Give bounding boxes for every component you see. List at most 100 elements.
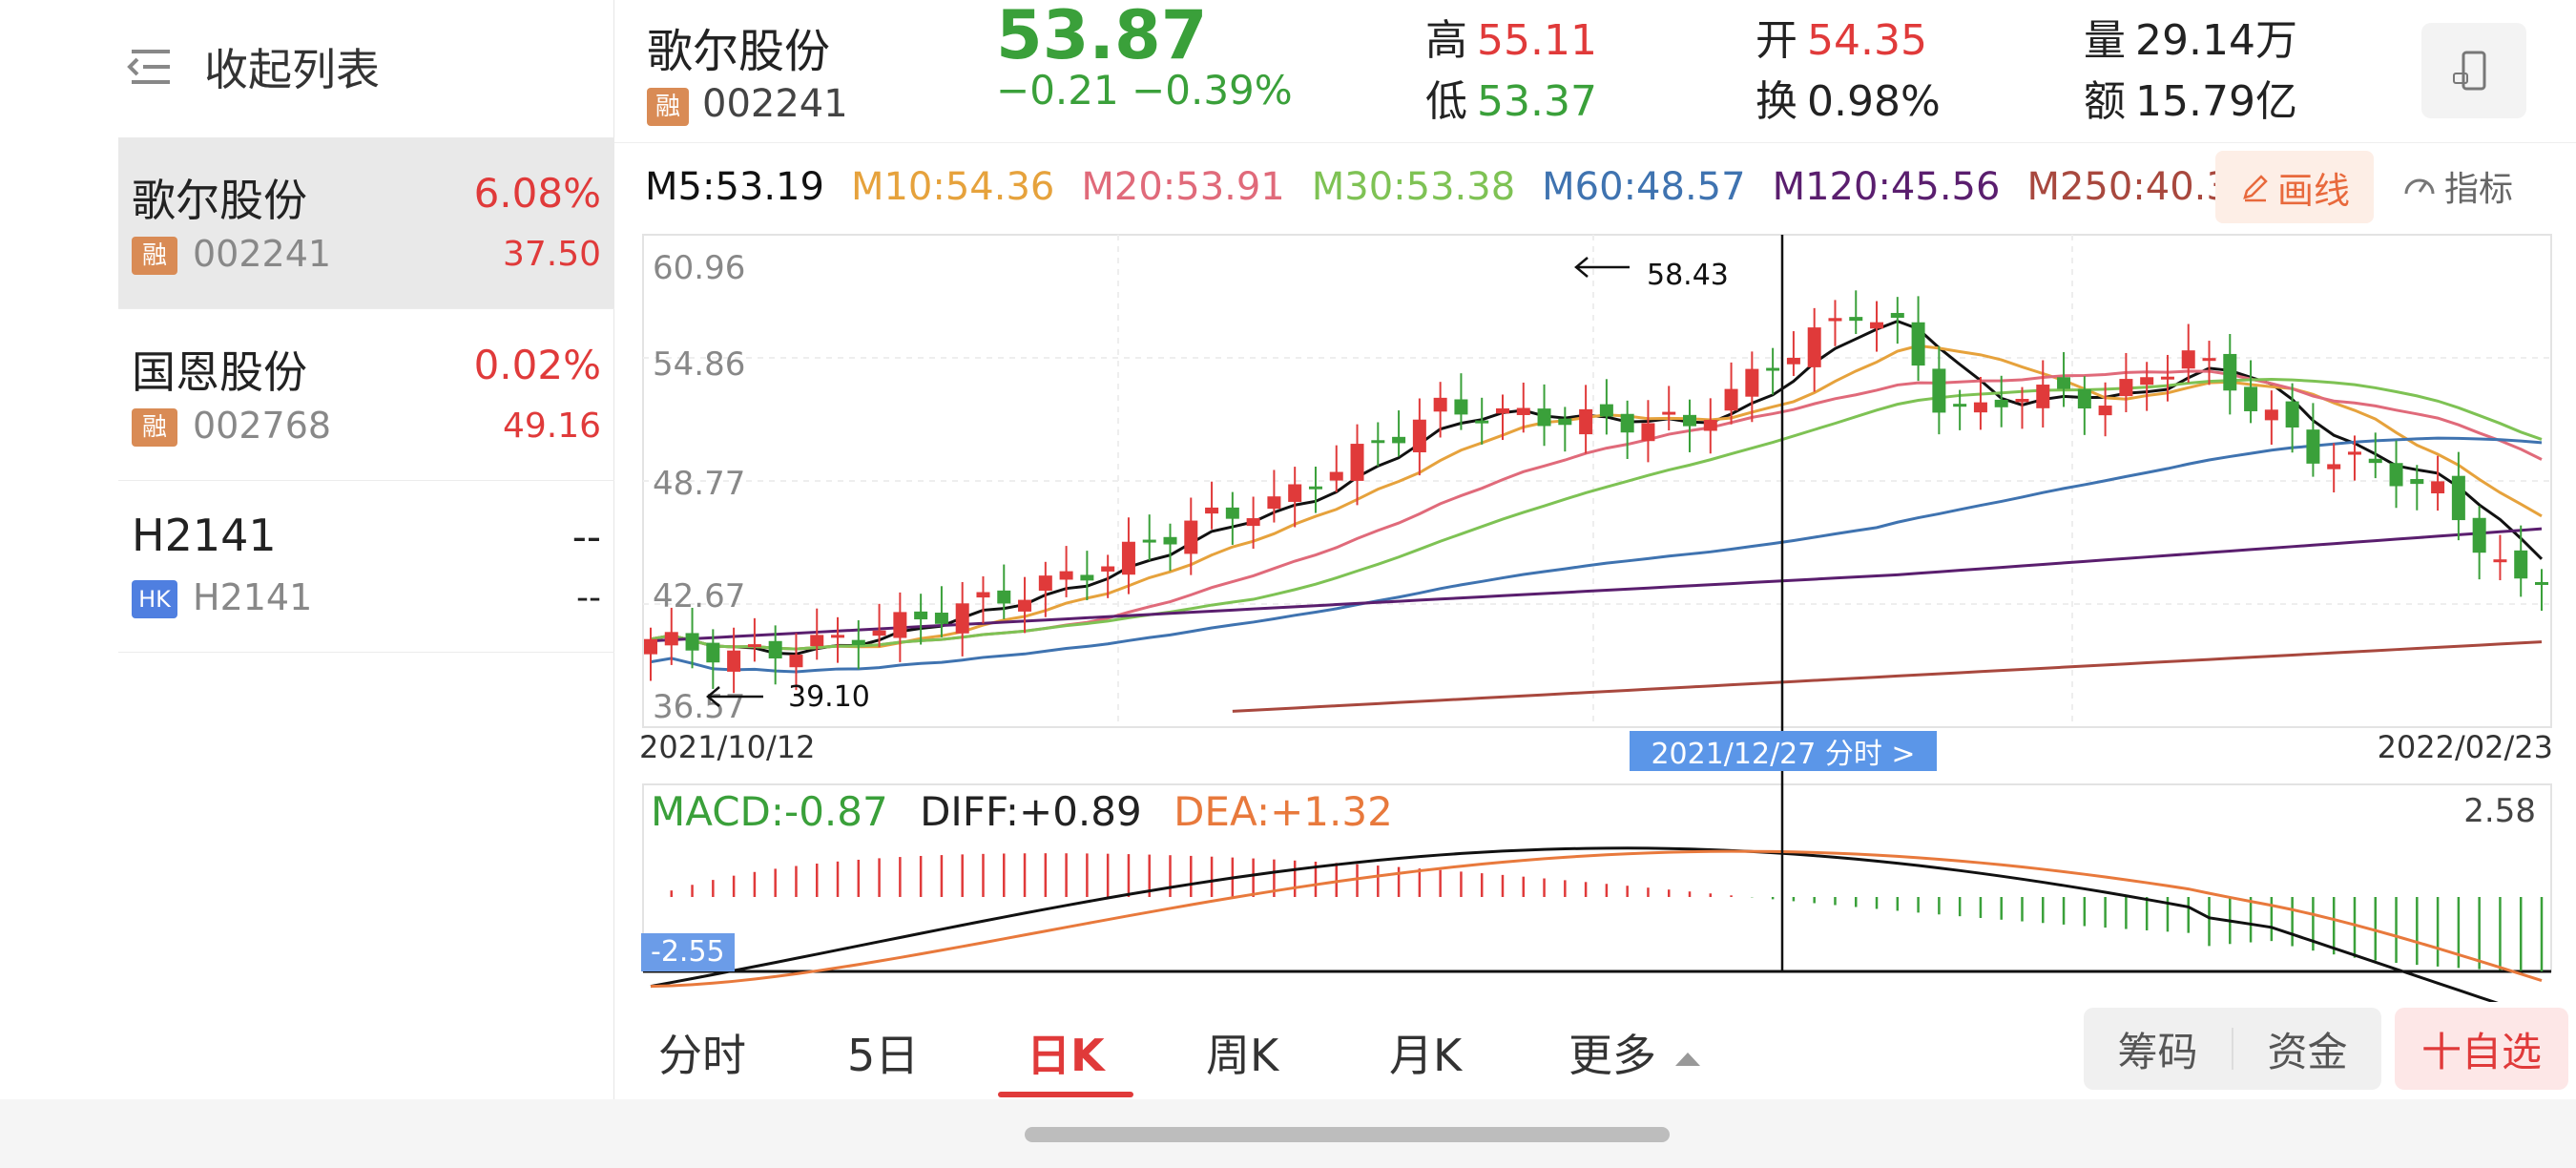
collapse-list-icon <box>127 50 170 84</box>
chips-button[interactable]: 筹码 <box>2117 1028 2198 1075</box>
min-price-marker: 39.10 <box>706 680 870 714</box>
stat-amount: 额 15.79亿 <box>2084 67 2297 128</box>
candle-body <box>1766 367 1780 371</box>
stock-code: H2141 <box>193 576 313 618</box>
diff-value: DIFF:+0.89 <box>920 788 1142 835</box>
candle-body <box>1724 388 1738 411</box>
macd-axis-min: -2.55 <box>641 933 735 971</box>
watchlist-item-guoen[interactable]: 国恩股份 0.02% 融 002768 49.16 <box>118 309 614 481</box>
tab-weekly-k[interactable]: 周K <box>1206 1030 1279 1081</box>
stat-volume: 量 29.14万 <box>2084 6 2297 67</box>
stat-value: 53.37 <box>1477 77 1597 126</box>
candle-body <box>2140 377 2154 386</box>
candle-body <box>1849 317 1863 322</box>
candle-body <box>1870 322 1884 329</box>
crosshair-date-intraday-link[interactable]: 2021/12/27 分时 > <box>1630 731 1937 771</box>
candle-body <box>1932 368 1946 413</box>
stat-label: 换 <box>1755 77 1797 126</box>
candle-body <box>1994 399 2008 407</box>
stock-change-pct: 0.02% <box>473 342 601 388</box>
candle-body <box>1392 436 1406 444</box>
min-price-label: 39.10 <box>788 680 870 714</box>
stock-change-pct: -- <box>571 513 601 560</box>
chart-grid <box>642 234 2552 973</box>
gauge-icon <box>2404 178 2435 195</box>
collapse-list-button[interactable]: 收起列表 <box>118 29 380 105</box>
margin-badge: 融 <box>132 237 177 275</box>
candle-body <box>706 642 720 663</box>
stat-turnover: 换 0.98% <box>1755 67 1941 128</box>
candle-body <box>1329 471 1343 481</box>
add-to-watchlist-button[interactable]: 十自选 <box>2395 1008 2568 1090</box>
candle-body <box>2244 386 2258 411</box>
candle-body <box>934 613 948 624</box>
candle-body <box>2472 517 2486 553</box>
candle-body <box>1308 486 1322 490</box>
candle-body <box>1537 408 1551 427</box>
last-price: 53.87 <box>996 0 1208 74</box>
candle-body <box>1599 404 1613 417</box>
indicator-button[interactable]: 指标 <box>2400 153 2513 219</box>
draw-line-button[interactable]: 画线 <box>2215 151 2374 223</box>
macd-value: MACD:-0.87 <box>651 788 888 835</box>
stock-name: 国恩股份 <box>132 346 307 398</box>
tab-more-label: 更多 <box>1568 1030 1656 1081</box>
candle-body <box>1683 414 1697 427</box>
candle-body <box>1807 327 1821 367</box>
candle-body <box>914 611 928 620</box>
stat-label: 开 <box>1755 16 1797 65</box>
hk-badge: HK <box>132 580 177 618</box>
y-tick-label: 48.77 <box>653 465 745 503</box>
candle-body <box>664 632 678 646</box>
candle-body <box>1163 536 1177 545</box>
tab-intraday[interactable]: 分时 <box>658 1030 746 1081</box>
candle-body <box>1662 411 1676 415</box>
candle-body <box>2077 388 2091 409</box>
candle-body <box>893 612 907 638</box>
candle-body <box>1953 404 1967 407</box>
tab-5day[interactable]: 5日 <box>847 1030 920 1081</box>
stat-value: 29.14万 <box>2135 16 2297 65</box>
candle-body <box>1890 312 1904 318</box>
tab-monthly-k[interactable]: 月K <box>1389 1030 1463 1081</box>
candlestick-chart[interactable]: 60.96 54.86 48.77 42.67 36.57 58.43 39.1… <box>0 0 2576 1002</box>
stat-value: 54.35 <box>1807 16 1927 65</box>
candle-body <box>1038 575 1052 592</box>
tab-daily-k[interactable]: 日K <box>1027 1030 1105 1081</box>
stat-label: 高 <box>1425 16 1467 65</box>
stock-price: 49.16 <box>502 407 601 446</box>
collapse-list-label: 收起列表 <box>204 44 380 95</box>
candle-body <box>2181 350 2195 369</box>
stock-code: 002768 <box>193 405 332 447</box>
stat-value: 55.11 <box>1477 16 1597 65</box>
capital-button[interactable]: 资金 <box>2267 1028 2348 1075</box>
candle-body <box>851 639 865 646</box>
tab-more[interactable]: 更多 <box>1568 1021 1700 1084</box>
stock-price: -- <box>576 578 601 617</box>
max-price-marker: 58.43 <box>1574 257 1729 292</box>
candle-body <box>2368 458 2382 464</box>
y-tick-label: 54.86 <box>653 345 745 384</box>
candle-body <box>2036 385 2050 408</box>
candle-body <box>1516 407 1530 415</box>
candle-body <box>2493 559 2507 563</box>
stat-open: 开 54.35 <box>1755 6 1927 67</box>
candle-body <box>2431 481 2445 494</box>
watchlist-item-h2141[interactable]: H2141 -- HK H2141 -- <box>118 481 614 653</box>
divider <box>2232 1028 2233 1070</box>
candle-body <box>747 644 761 648</box>
watchlist-item-goertek[interactable]: 歌尔股份 6.08% 融 002241 37.50 <box>118 137 614 309</box>
ma120-line <box>650 527 2543 643</box>
candle-body <box>1205 507 1219 514</box>
margin-badge: 融 <box>132 408 177 447</box>
landscape-toggle-button[interactable] <box>2421 23 2526 118</box>
ma-line <box>650 436 2543 674</box>
candle-body <box>1641 423 1655 442</box>
home-indicator[interactable] <box>1025 1127 1670 1142</box>
max-price-label: 58.43 <box>1647 259 1729 292</box>
candle-body <box>2098 406 2112 416</box>
candle-body <box>810 635 824 647</box>
stat-value: 0.98% <box>1807 77 1941 126</box>
candle-body <box>976 592 990 598</box>
candle-body <box>2223 353 2237 391</box>
